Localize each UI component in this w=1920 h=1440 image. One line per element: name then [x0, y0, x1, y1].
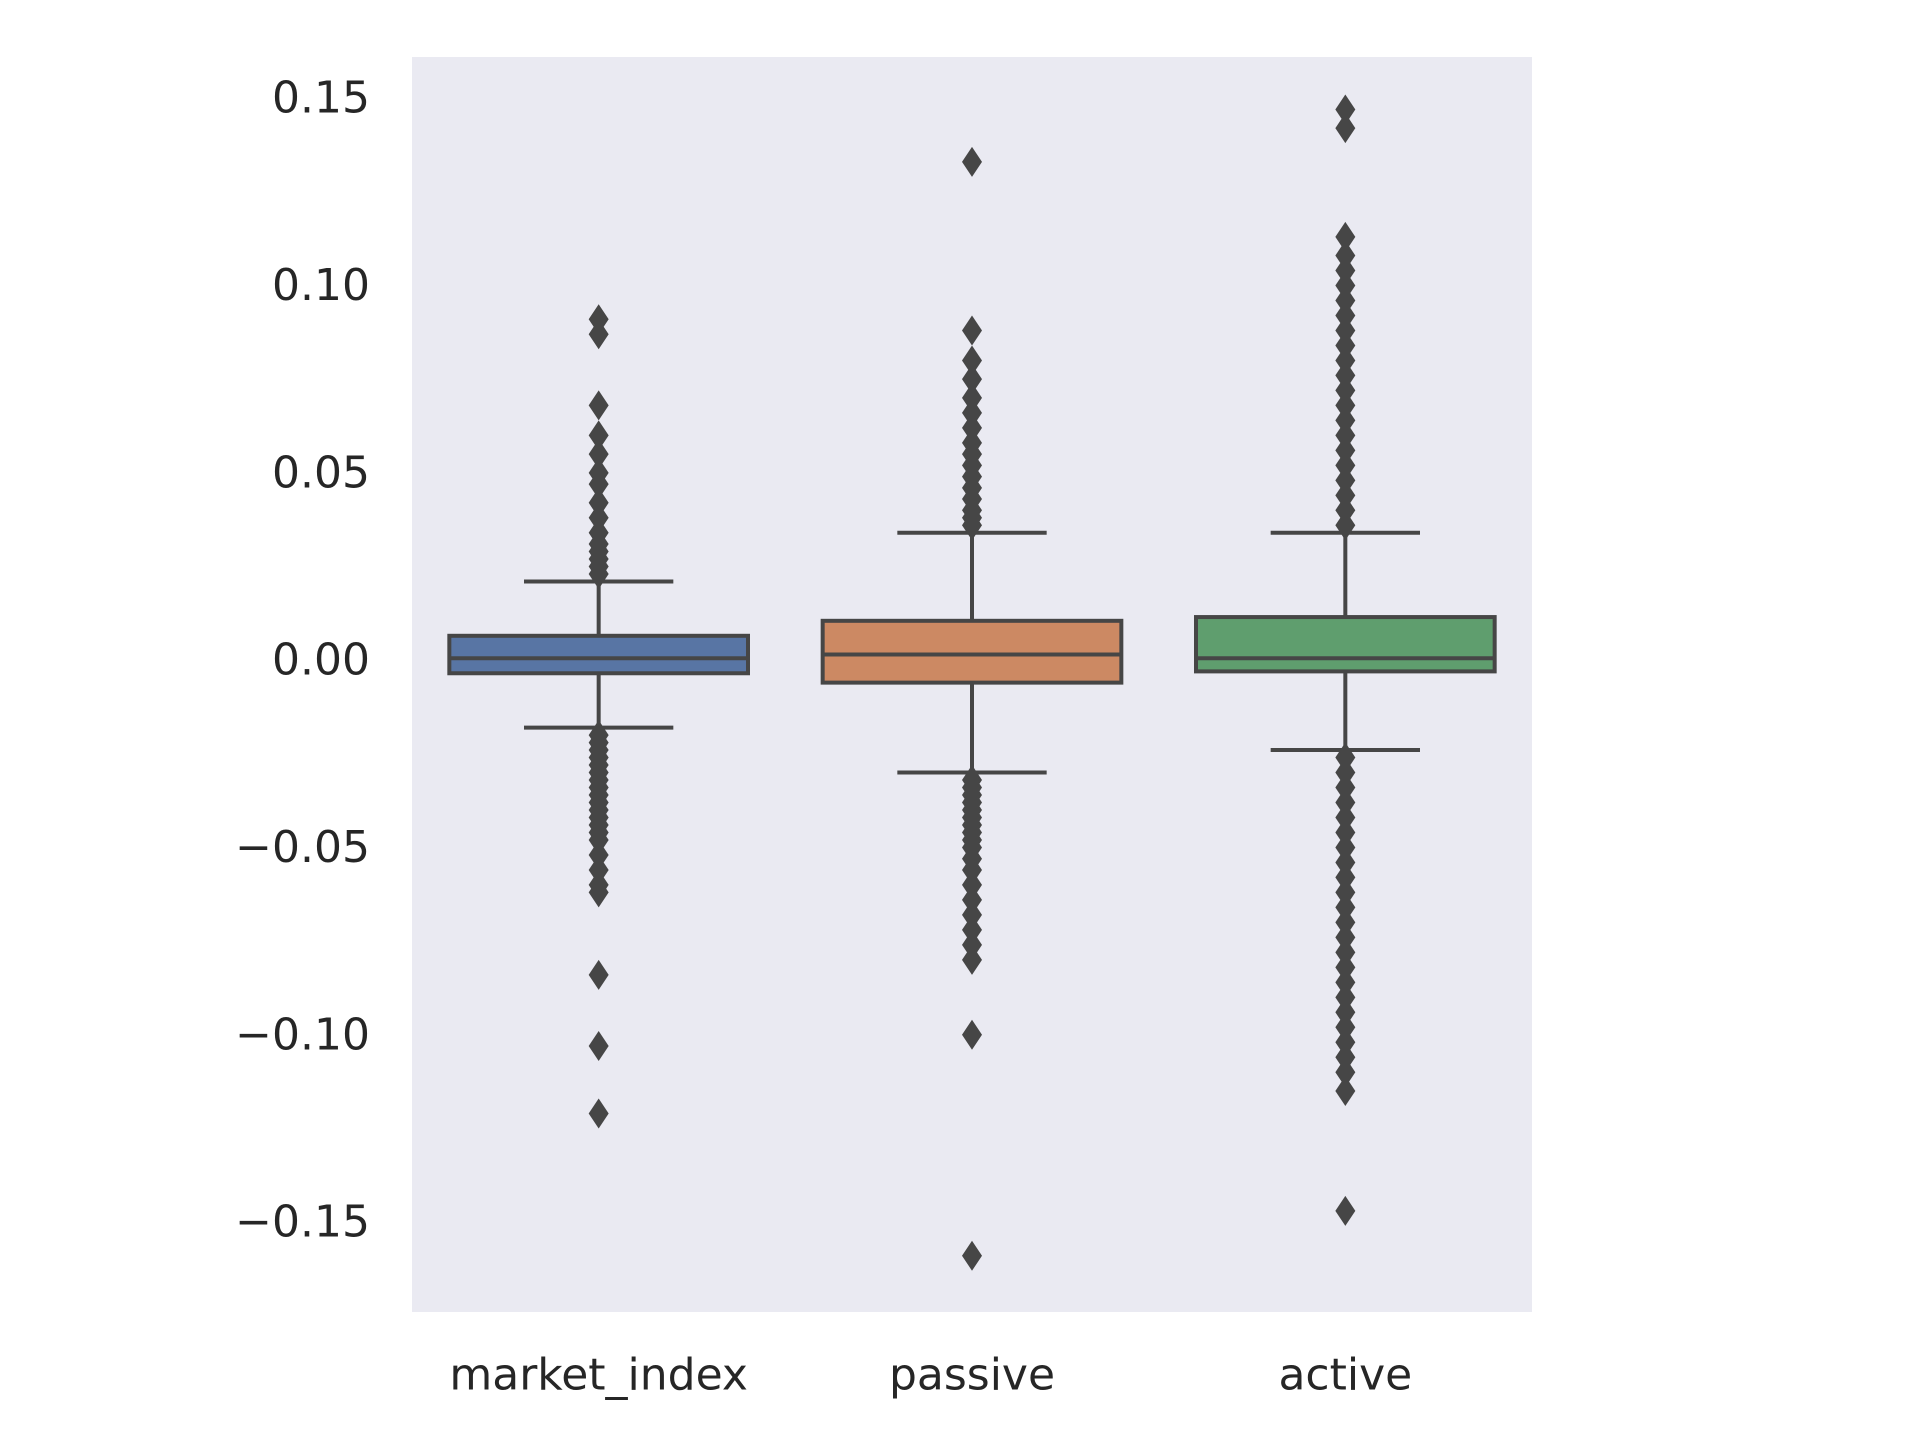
boxes-layer: [447, 94, 1497, 1271]
outlier-point: [962, 315, 982, 346]
outlier-point: [588, 1098, 609, 1129]
outlier-point: [588, 420, 609, 451]
box-body: [820, 618, 1124, 685]
outlier-point: [962, 146, 982, 177]
outlier-point: [588, 959, 609, 990]
y-tick-label: 0.00: [272, 635, 370, 686]
box-body: [1194, 615, 1497, 674]
y-tick-label: 0.10: [272, 260, 370, 311]
outlier-point: [1335, 113, 1356, 144]
box-active: [1194, 94, 1497, 1226]
outlier-point: [588, 1031, 609, 1062]
outlier-point: [588, 469, 609, 500]
outlier-point: [1335, 1057, 1356, 1088]
y-tick-label: −0.15: [235, 1197, 370, 1248]
outlier-point: [962, 1240, 982, 1271]
outlier-point: [962, 345, 982, 376]
y-tick-label: −0.10: [235, 1009, 370, 1060]
y-tick-label: 0.15: [272, 73, 370, 124]
outlier-point: [962, 364, 982, 395]
y-axis: 0.15 0.10 0.05 0.00 −0.05 −0.10 −0.15: [235, 73, 370, 1248]
outlier-point: [1335, 510, 1356, 541]
outlier-point: [1335, 94, 1356, 125]
outlier-point: [588, 877, 609, 908]
x-tick-label-market-index: market_index: [449, 1350, 748, 1401]
outlier-point: [1335, 221, 1356, 252]
x-tick-label-passive: passive: [889, 1350, 1055, 1401]
outlier-point: [962, 1019, 982, 1050]
x-tick-label-active: active: [1278, 1350, 1412, 1401]
outlier-point: [1335, 1075, 1356, 1106]
box-body: [447, 633, 750, 676]
outlier-point: [588, 390, 609, 421]
box-passive: [820, 146, 1124, 1271]
outlier-point: [962, 944, 982, 975]
x-axis: market_index passive active: [449, 1350, 1412, 1401]
outlier-point: [588, 439, 609, 470]
y-tick-label: 0.05: [272, 447, 370, 498]
outlier-point: [962, 510, 982, 541]
box-market-index: [447, 304, 750, 1129]
outlier-point: [1335, 1195, 1356, 1226]
y-tick-label: −0.05: [235, 822, 370, 873]
outlier-point: [588, 558, 609, 589]
outlier-point: [588, 319, 609, 350]
